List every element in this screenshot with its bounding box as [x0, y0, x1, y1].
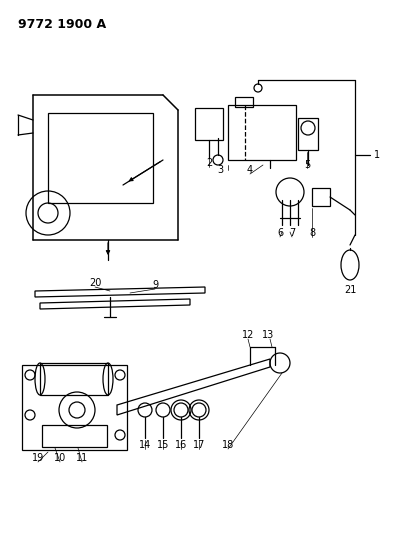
Text: 17: 17: [192, 440, 204, 450]
Bar: [22, 365, 127, 450]
Text: 2: 2: [205, 158, 211, 168]
Text: 6: 6: [276, 228, 282, 238]
Text: 20: 20: [89, 278, 101, 288]
Text: 21: 21: [343, 285, 355, 295]
Text: 9772 1900 A: 9772 1900 A: [18, 18, 106, 31]
Text: 12: 12: [241, 330, 254, 340]
Text: 11: 11: [76, 453, 88, 463]
Bar: [195, 108, 222, 140]
Bar: [297, 118, 317, 150]
Text: 16: 16: [175, 440, 187, 450]
Text: 18: 18: [221, 440, 234, 450]
Text: 7: 7: [288, 228, 294, 238]
Text: 4: 4: [246, 165, 252, 175]
Bar: [40, 363, 108, 395]
Text: 13: 13: [261, 330, 274, 340]
Text: 9: 9: [152, 280, 158, 290]
Text: 10: 10: [54, 453, 66, 463]
Text: 1: 1: [373, 150, 379, 160]
Text: 3: 3: [216, 165, 222, 175]
Bar: [227, 105, 295, 160]
Bar: [42, 425, 107, 447]
Bar: [311, 188, 329, 206]
Text: 8: 8: [308, 228, 314, 238]
Bar: [234, 97, 252, 107]
Bar: [48, 113, 153, 203]
Text: 5: 5: [303, 160, 309, 170]
Text: 19: 19: [32, 453, 44, 463]
Text: 14: 14: [139, 440, 151, 450]
Text: 15: 15: [156, 440, 169, 450]
